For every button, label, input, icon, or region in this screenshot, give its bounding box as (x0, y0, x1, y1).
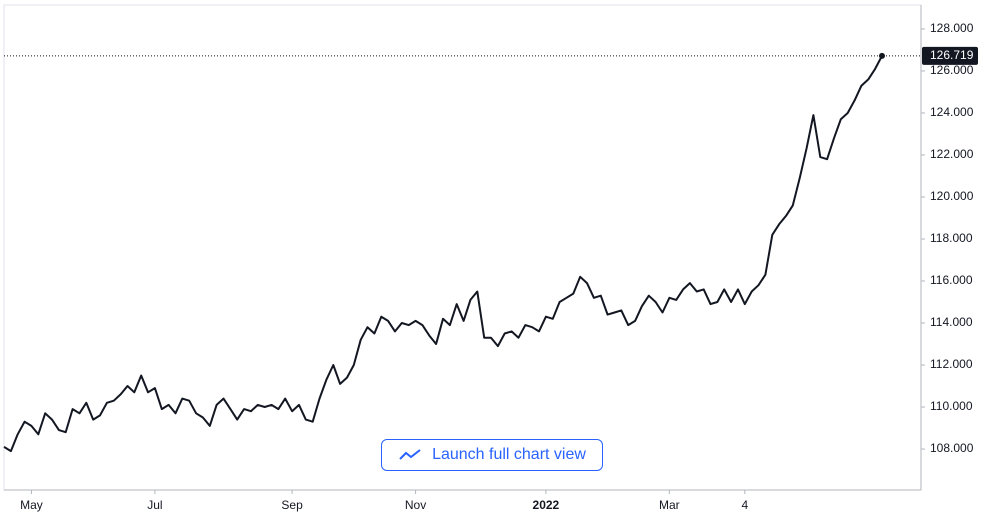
button-label: Launch full chart view (432, 446, 586, 463)
x-tick-label: Jul (147, 498, 162, 512)
y-tick-label: 126.000 (930, 63, 974, 77)
x-tick-label: 2022 (533, 498, 560, 512)
y-tick-label: 114.000 (930, 315, 973, 329)
y-tick-label: 128.000 (930, 21, 974, 35)
y-tick-label: 118.000 (930, 231, 973, 245)
launch-button[interactable]: Launch full chart view (381, 439, 603, 471)
x-tick-label: May (20, 498, 43, 512)
y-tick-label: 116.000 (930, 273, 973, 287)
x-tick-label: Mar (659, 498, 680, 512)
x-tick-label: Nov (405, 498, 426, 512)
last-price-box (922, 46, 978, 65)
plot-frame (3, 4, 922, 491)
button-icon (399, 449, 421, 460)
y-tick-label: 120.000 (930, 189, 974, 203)
y-tick-label: 122.000 (930, 147, 974, 161)
last-point (879, 52, 885, 59)
y-tick-label: 108.000 (930, 441, 974, 455)
y-tick-label: 124.000 (930, 105, 974, 119)
x-tick-label: Sep (281, 498, 303, 512)
x-tick-label: 4 (741, 498, 748, 512)
last-price-label: 126.719 (930, 48, 974, 62)
y-tick-label: 112.000 (930, 357, 973, 371)
price-line (3, 55, 883, 453)
y-tick-label: 110.000 (930, 399, 973, 413)
